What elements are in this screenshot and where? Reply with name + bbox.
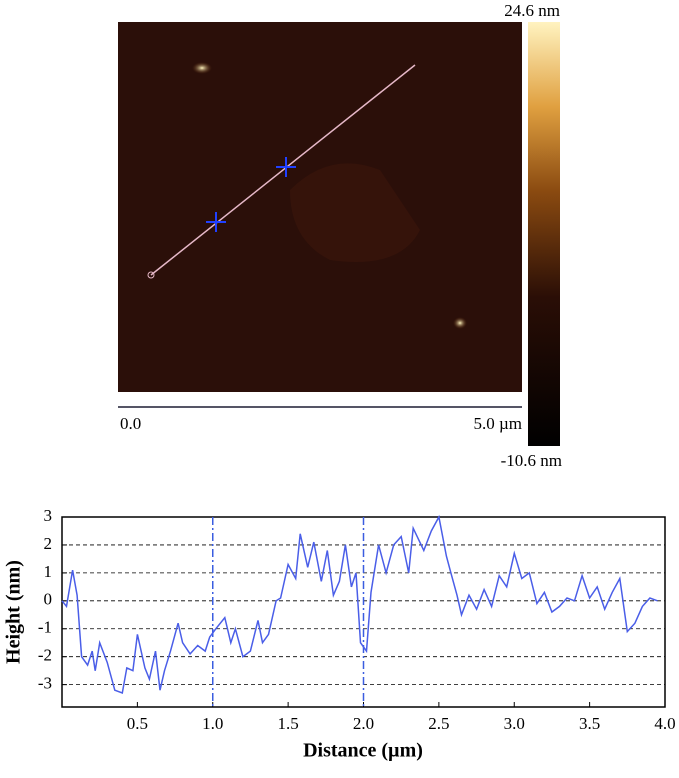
x-tick-label: 4.0 <box>654 714 675 733</box>
y-axis-title: Height (nm) <box>3 560 25 664</box>
y-tick-label: 1 <box>44 562 53 581</box>
colorbar <box>528 22 560 446</box>
profile-line <box>61 514 658 695</box>
colorbar-max: 24.6 nm <box>504 1 560 20</box>
y-tick-label: 2 <box>44 534 53 553</box>
afm-image <box>118 22 522 392</box>
x-tick-label: 3.0 <box>504 714 525 733</box>
y-tick-label: 0 <box>44 590 53 609</box>
x-tick-label: 3.5 <box>579 714 600 733</box>
y-tick-label: -2 <box>38 646 52 665</box>
y-tick-label: 3 <box>44 506 53 525</box>
x-tick-label: 1.0 <box>202 714 223 733</box>
y-tick-label: -3 <box>38 674 52 693</box>
scale-start: 0.0 <box>120 414 141 433</box>
x-axis-title: Distance (µm) <box>303 740 423 762</box>
y-tick-label: -1 <box>38 618 52 637</box>
x-tick-label: 2.0 <box>353 714 374 733</box>
x-tick-label: 1.5 <box>278 714 299 733</box>
x-tick-label: 0.5 <box>127 714 148 733</box>
scale-end: 5.0 µm <box>473 414 522 433</box>
colorbar-min: -10.6 nm <box>501 451 562 470</box>
x-tick-label: 2.5 <box>428 714 449 733</box>
